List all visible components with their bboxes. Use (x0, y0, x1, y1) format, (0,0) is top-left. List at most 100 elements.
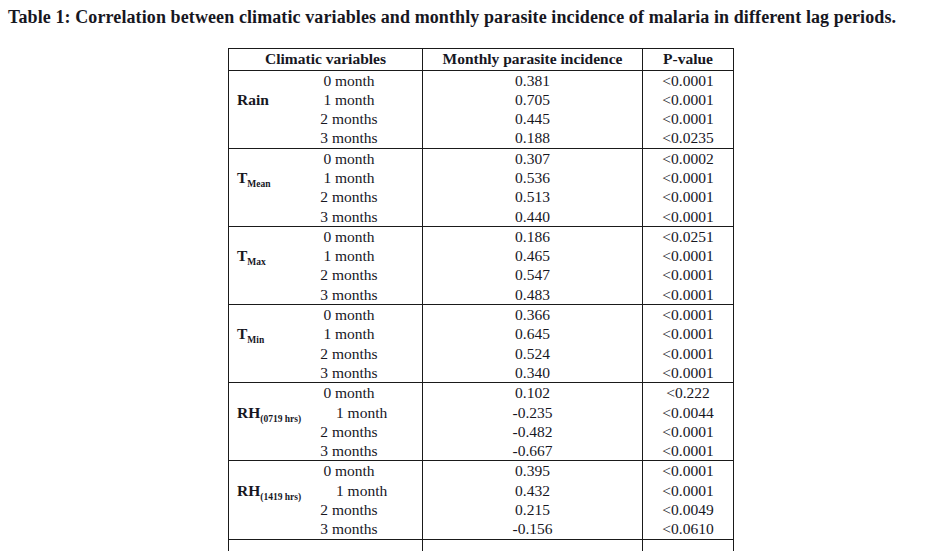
p-value: <0.0610 (643, 519, 733, 538)
table-row: 3 months0.440<0.0001 (229, 207, 733, 226)
stub-col2 (423, 540, 643, 551)
climatic-variable-cell: 2 months (229, 109, 423, 128)
table-row: 2 months0.513<0.0001 (229, 187, 733, 206)
variable-label (229, 422, 276, 441)
incidence-value: 0.366 (423, 305, 643, 324)
lag-period-label: 3 months (276, 128, 422, 147)
incidence-value: 0.307 (423, 149, 643, 168)
lag-period-label: 0 month (276, 461, 422, 480)
variable-label (229, 285, 276, 304)
incidence-value: 0.465 (423, 246, 643, 265)
table-caption: Table 1: Correlation between climatic va… (8, 7, 896, 28)
climatic-variable-cell: RH(1419 hrs)1 month (229, 481, 423, 500)
table-row: TMean1 month0.536<0.0001 (229, 168, 733, 187)
lag-period-label: 2 months (276, 187, 422, 206)
variable-group: 0 month0.307<0.0002TMean1 month0.536<0.0… (229, 149, 733, 227)
table-row: 3 months0.483<0.0001 (229, 285, 733, 304)
p-value: <0.0001 (643, 363, 733, 382)
incidence-value: 0.215 (423, 500, 643, 519)
incidence-value: -0.667 (423, 441, 643, 460)
p-value: <0.0001 (643, 285, 733, 304)
page: Table 1: Correlation between climatic va… (0, 0, 948, 551)
climatic-variable-cell: 2 months (229, 187, 423, 206)
incidence-value: 0.186 (423, 227, 643, 246)
lag-period-label: 2 months (276, 109, 422, 128)
climatic-variable-cell: TMin1 month (229, 324, 423, 343)
climatic-variable-cell: 0 month (229, 149, 423, 168)
variable-group: 0 month0.366<0.0001TMin1 month0.645<0.00… (229, 305, 733, 383)
variable-label (229, 461, 276, 480)
incidence-value: 0.483 (423, 285, 643, 304)
table-row: 0 month0.366<0.0001 (229, 305, 733, 324)
table-row: 3 months-0.667<0.0001 (229, 441, 733, 460)
incidence-value: 0.395 (423, 461, 643, 480)
table-row: 3 months0.340<0.0001 (229, 363, 733, 382)
climatic-variable-cell: 3 months (229, 128, 423, 147)
climatic-variable-cell: 2 months (229, 344, 423, 363)
climatic-variable-cell: 3 months (229, 441, 423, 460)
climatic-variable-cell: 0 month (229, 71, 423, 90)
lag-period-label: 3 months (276, 285, 422, 304)
incidence-value: 0.547 (423, 265, 643, 284)
table-row: RH(1419 hrs)1 month0.432<0.0001 (229, 481, 733, 500)
climatic-variable-cell: 2 months (229, 265, 423, 284)
variable-label (229, 71, 276, 90)
table-row: 0 month0.102<0.222 (229, 383, 733, 402)
p-value: <0.0251 (643, 227, 733, 246)
table-row: 2 months0.524<0.0001 (229, 344, 733, 363)
table-row: 0 month0.186<0.0251 (229, 227, 733, 246)
lag-period-label: 1 month (301, 481, 422, 500)
variable-label (229, 227, 276, 246)
incidence-value: 0.445 (423, 109, 643, 128)
p-value: <0.0002 (643, 149, 733, 168)
lag-period-label: 0 month (276, 383, 422, 402)
variable-label (229, 149, 276, 168)
incidence-value: 0.524 (423, 344, 643, 363)
table-row: 0 month0.381<0.0001 (229, 71, 733, 90)
incidence-value: 0.381 (423, 71, 643, 90)
variable-label: RH(0719 hrs) (229, 403, 301, 422)
climatic-variable-cell: 3 months (229, 207, 423, 226)
p-value: <0.0001 (643, 109, 733, 128)
incidence-value: 0.705 (423, 90, 643, 109)
table-row: 2 months0.547<0.0001 (229, 265, 733, 284)
climatic-variable-cell: 0 month (229, 305, 423, 324)
variable-label: Rain (229, 90, 276, 109)
p-value: <0.0001 (643, 187, 733, 206)
table-row: 2 months0.215<0.0049 (229, 500, 733, 519)
climatic-variable-cell: 2 months (229, 422, 423, 441)
lag-period-label: 2 months (276, 344, 422, 363)
p-value: <0.0001 (643, 441, 733, 460)
p-value: <0.0001 (643, 305, 733, 324)
table-row: 0 month0.307<0.0002 (229, 149, 733, 168)
incidence-value: -0.235 (423, 403, 643, 422)
incidence-value: 0.513 (423, 187, 643, 206)
variable-label (229, 519, 276, 538)
header-climatic-variables: Climatic variables (229, 49, 423, 70)
p-value: <0.0001 (643, 461, 733, 480)
p-value: <0.0001 (643, 344, 733, 363)
variable-label: RH(1419 hrs) (229, 481, 301, 500)
incidence-value: -0.156 (423, 519, 643, 538)
climatic-variable-cell: 3 months (229, 285, 423, 304)
climatic-variable-cell: Rain1 month (229, 90, 423, 109)
lag-period-label: 1 month (301, 403, 422, 422)
table-row: TMax1 month0.465<0.0001 (229, 246, 733, 265)
variable-label (229, 500, 276, 519)
p-value: <0.0001 (643, 71, 733, 90)
lag-period-label: 2 months (276, 422, 422, 441)
lag-period-label: 0 month (276, 149, 422, 168)
p-value: <0.0001 (643, 324, 733, 343)
lag-period-label: 0 month (276, 227, 422, 246)
table-row: Rain1 month0.705<0.0001 (229, 90, 733, 109)
incidence-value: 0.645 (423, 324, 643, 343)
variable-group: 0 month0.381<0.0001Rain1 month0.705<0.00… (229, 71, 733, 149)
incidence-value: 0.440 (423, 207, 643, 226)
lag-period-label: 1 month (276, 324, 422, 343)
table-row: 2 months0.445<0.0001 (229, 109, 733, 128)
lag-period-label: 2 months (276, 500, 422, 519)
variable-group: 0 month0.102<0.222RH(0719 hrs)1 month-0.… (229, 383, 733, 461)
variable-label (229, 441, 276, 460)
variable-label (229, 109, 276, 128)
table-row: RH(0719 hrs)1 month-0.235<0.0044 (229, 403, 733, 422)
